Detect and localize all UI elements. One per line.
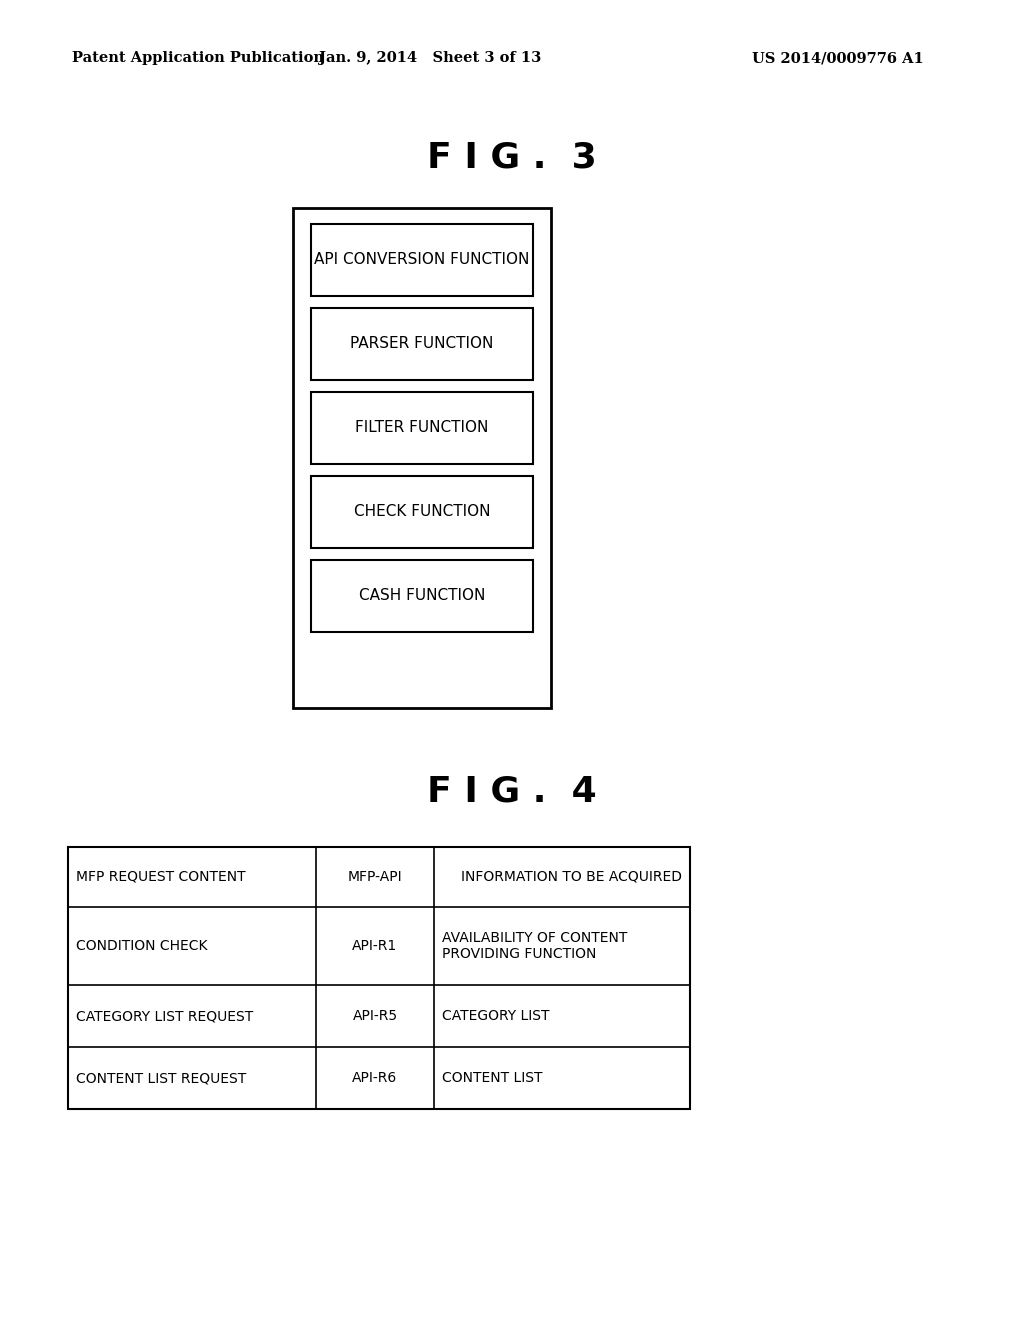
Text: US 2014/0009776 A1: US 2014/0009776 A1 [752,51,924,65]
Text: PARSER FUNCTION: PARSER FUNCTION [350,337,494,351]
Text: CHECK FUNCTION: CHECK FUNCTION [353,504,490,520]
Bar [293,209,551,708]
Text: Patent Application Publication: Patent Application Publication [72,51,324,65]
Text: CONDITION CHECK: CONDITION CHECK [76,939,208,953]
Text: CONTENT LIST: CONTENT LIST [442,1071,543,1085]
Text: API-R5: API-R5 [352,1008,397,1023]
Text: MFP REQUEST CONTENT: MFP REQUEST CONTENT [76,870,246,884]
Bar [311,308,534,380]
Text: F I G .  3: F I G . 3 [427,141,597,176]
Text: MFP-API: MFP-API [348,870,402,884]
Bar [311,392,534,465]
Text: F I G .  4: F I G . 4 [427,775,597,809]
Text: API-R6: API-R6 [352,1071,397,1085]
Bar [311,224,534,296]
Bar [68,847,690,1109]
Text: CASH FUNCTION: CASH FUNCTION [358,589,485,603]
Text: CATEGORY LIST REQUEST: CATEGORY LIST REQUEST [76,1008,253,1023]
Text: CATEGORY LIST: CATEGORY LIST [442,1008,550,1023]
Text: AVAILABILITY OF CONTENT
PROVIDING FUNCTION: AVAILABILITY OF CONTENT PROVIDING FUNCTI… [442,931,628,961]
Text: CONTENT LIST REQUEST: CONTENT LIST REQUEST [76,1071,246,1085]
Text: INFORMATION TO BE ACQUIRED: INFORMATION TO BE ACQUIRED [461,870,682,884]
Text: API-R1: API-R1 [352,939,397,953]
Text: FILTER FUNCTION: FILTER FUNCTION [355,421,488,436]
Text: Jan. 9, 2014   Sheet 3 of 13: Jan. 9, 2014 Sheet 3 of 13 [318,51,541,65]
Text: API CONVERSION FUNCTION: API CONVERSION FUNCTION [314,252,529,268]
Bar [311,477,534,548]
Bar [311,560,534,632]
